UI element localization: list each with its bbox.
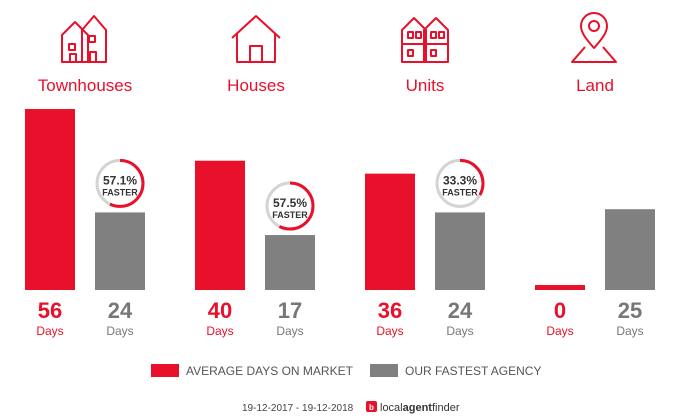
bar-fastest-land	[605, 209, 655, 290]
brand-name: localagentfinder	[380, 402, 460, 414]
legend-swatch-fastest	[370, 364, 398, 377]
value-label-fastest-land: 25	[618, 298, 642, 323]
faster-percent-townhouses: 57.1%	[103, 173, 137, 187]
bar-average-land	[535, 285, 585, 290]
bar-average-houses	[195, 160, 245, 290]
brand-prefix: local	[380, 402, 403, 414]
faster-text-houses: FASTER	[272, 210, 308, 220]
value-label-average-houses: 40	[208, 298, 232, 323]
value-label-fastest-units: 24	[448, 298, 473, 323]
legend-label-fastest: OUR FASTEST AGENCY	[405, 364, 541, 378]
faster-text-townhouses: FASTER	[102, 187, 138, 197]
brand-logo-glyph: b	[369, 403, 374, 412]
unit-label-average-land: Days	[546, 324, 573, 338]
house-icon	[231, 15, 281, 63]
brand-suffix: finder	[432, 402, 460, 414]
brand-middle: agent	[403, 402, 433, 414]
unit-label-fastest-land: Days	[616, 324, 643, 338]
value-label-average-units: 36	[378, 298, 402, 323]
map-pin-icon	[571, 12, 617, 63]
legend: AVERAGE DAYS ON MARKET OUR FASTEST AGENC…	[151, 364, 541, 378]
townhouse-icon	[61, 15, 107, 63]
brand-logo-mark	[366, 401, 377, 412]
legend-swatch-average	[151, 364, 179, 377]
category-label-townhouses: Townhouses	[38, 76, 133, 95]
unit-label-fastest-houses: Days	[276, 324, 303, 338]
value-label-fastest-houses: 17	[278, 298, 302, 323]
unit-label-fastest-townhouses: Days	[106, 324, 133, 338]
unit-label-fastest-units: Days	[446, 324, 473, 338]
category-label-houses: Houses	[227, 76, 285, 95]
bar-average-townhouses	[25, 109, 75, 290]
value-label-average-land: 0	[554, 298, 566, 323]
unit-label-average-units: Days	[376, 324, 403, 338]
date-range: 19-12-2017 - 19-12-2018	[242, 403, 354, 414]
category-label-units: Units	[406, 76, 445, 95]
chart-marks: 56Days24Days57.1%FASTER40Days17Days57.5%…	[25, 109, 655, 338]
faster-ring-progress-houses	[265, 181, 315, 231]
unit-label-average-townhouses: Days	[36, 324, 63, 338]
faster-ring-progress-townhouses	[95, 158, 145, 208]
bar-average-units	[365, 173, 415, 290]
faster-percent-units: 33.3%	[443, 173, 477, 187]
bar-fastest-townhouses	[95, 212, 145, 290]
value-label-fastest-townhouses: 24	[108, 298, 133, 323]
unit-label-average-houses: Days	[206, 324, 233, 338]
bar-fastest-units	[435, 212, 485, 290]
bar-fastest-houses	[265, 235, 315, 290]
brand-logo: b localagentfinder	[366, 401, 460, 414]
units-icon	[401, 17, 449, 63]
faster-text-units: FASTER	[442, 187, 478, 197]
legend-label-average: AVERAGE DAYS ON MARKET	[186, 364, 354, 378]
category-label-land: Land	[576, 76, 614, 95]
value-label-average-townhouses: 56	[38, 298, 62, 323]
faster-percent-houses: 57.5%	[273, 196, 307, 210]
faster-ring-progress-units	[435, 158, 485, 208]
